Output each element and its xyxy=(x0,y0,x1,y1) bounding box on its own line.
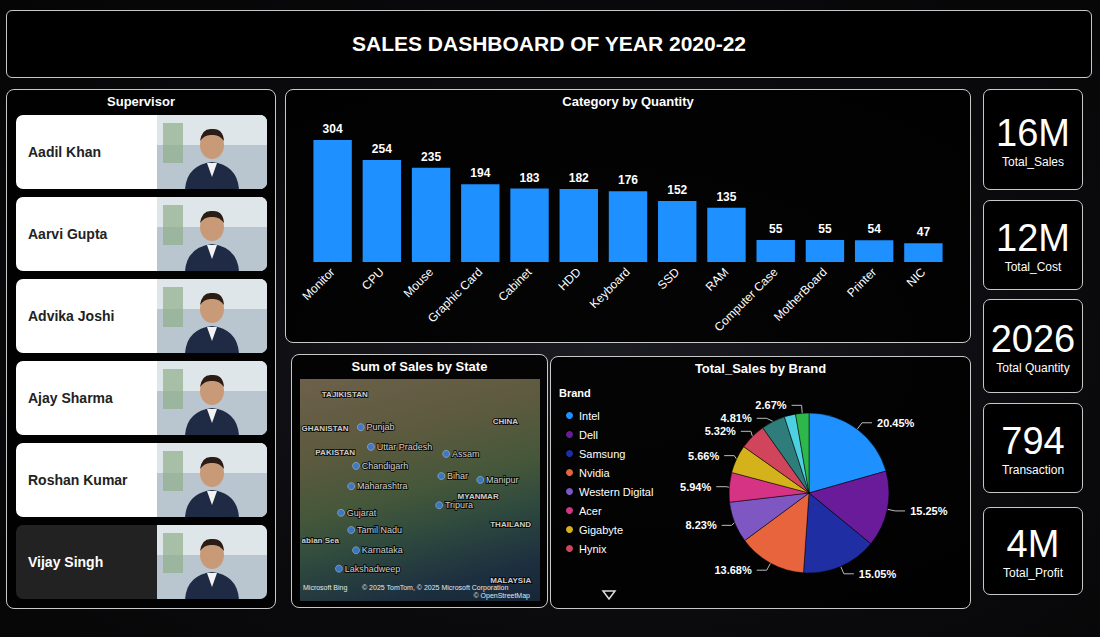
html-text:12M: 12M xyxy=(996,217,1070,259)
svg-text:13.68%: 13.68% xyxy=(714,564,752,576)
html-text:794: 794 xyxy=(1001,420,1065,462)
html-text:Aadil Khan: Aadil Khan xyxy=(28,144,102,160)
svg-text:MALAYSIA: MALAYSIA xyxy=(490,576,531,585)
svg-text:PAKISTAN: PAKISTAN xyxy=(315,448,355,457)
svg-text:2.67%: 2.67% xyxy=(755,399,786,411)
svg-text:Dell: Dell xyxy=(579,429,598,441)
svg-text:Western Digital: Western Digital xyxy=(579,486,653,498)
svg-text:4.81%: 4.81% xyxy=(720,412,751,424)
svg-text:Mouse: Mouse xyxy=(401,265,437,301)
html-text:Total_Sales: Total_Sales xyxy=(1002,155,1064,169)
svg-text:194: 194 xyxy=(470,166,490,180)
html-text:Transaction: Transaction xyxy=(1001,463,1065,477)
svg-text:55: 55 xyxy=(769,222,783,236)
svg-text:CPU: CPU xyxy=(359,265,387,293)
html-text:Aarvi Gupta: Aarvi Gupta xyxy=(28,226,108,242)
html-text:Total Quantity: Total Quantity xyxy=(996,361,1070,375)
html-text:© OpenStreetMap: © OpenStreetMap xyxy=(473,592,530,599)
svg-text:20.45%: 20.45% xyxy=(877,417,915,429)
svg-text:Chandigarh: Chandigarh xyxy=(362,461,409,471)
svg-text:183: 183 xyxy=(520,171,540,185)
html-text:SALES DASHBOARD OF YEAR 2020-2: SALES DASHBOARD OF YEAR 2020-22 xyxy=(352,32,746,55)
html-text:Total_Cost: Total_Cost xyxy=(1004,260,1062,274)
svg-text:Tripura: Tripura xyxy=(445,500,473,510)
html-text:Vijay Singh: Vijay Singh xyxy=(28,554,104,570)
svg-text:Printer: Printer xyxy=(844,265,879,300)
svg-text:Uttar Pradesh: Uttar Pradesh xyxy=(377,442,433,452)
svg-text:SSD: SSD xyxy=(655,265,683,293)
svg-text:Acer: Acer xyxy=(579,505,602,517)
svg-text:5.66%: 5.66% xyxy=(688,450,719,462)
svg-text:Graphic Card: Graphic Card xyxy=(425,265,485,325)
svg-text:MYANMAR: MYANMAR xyxy=(457,492,499,502)
svg-text:MotherBoard: MotherBoard xyxy=(771,265,830,324)
svg-text:Gigabyte: Gigabyte xyxy=(579,524,623,536)
svg-text:Karnataka: Karnataka xyxy=(362,545,403,555)
html-text:Advika Joshi: Advika Joshi xyxy=(28,308,115,324)
html-text:Category by Quantity: Category by Quantity xyxy=(562,94,694,109)
svg-text:Keyboard: Keyboard xyxy=(587,265,633,311)
svg-text:15.05%: 15.05% xyxy=(859,568,897,580)
svg-text:Maharashtra: Maharashtra xyxy=(357,481,408,491)
svg-text:176: 176 xyxy=(618,173,638,187)
svg-text:47: 47 xyxy=(917,225,931,239)
html-text:4M: 4M xyxy=(1006,523,1060,565)
svg-text:135: 135 xyxy=(716,190,736,204)
svg-text:Assam: Assam xyxy=(452,449,480,459)
html-text:Roshan Kumar: Roshan Kumar xyxy=(28,472,128,488)
svg-text:Lakshadweep: Lakshadweep xyxy=(345,564,401,574)
svg-text:Cabinet: Cabinet xyxy=(495,265,535,305)
svg-text:CHINA: CHINA xyxy=(493,417,519,426)
html-text:Total_Profit: Total_Profit xyxy=(1003,566,1063,580)
svg-text:152: 152 xyxy=(667,183,687,197)
svg-text:254: 254 xyxy=(372,142,392,156)
svg-text:Nvidia: Nvidia xyxy=(579,467,610,479)
svg-text:Samsung: Samsung xyxy=(579,448,625,460)
svg-text:Tamil Nadu: Tamil Nadu xyxy=(357,525,402,535)
svg-text:5.94%: 5.94% xyxy=(680,481,711,493)
svg-text:Intel: Intel xyxy=(579,410,600,422)
svg-text:Computer Case: Computer Case xyxy=(711,265,780,334)
svg-text:abian Sea: abian Sea xyxy=(302,536,340,545)
svg-text:Manipur: Manipur xyxy=(486,475,519,485)
html-text:Sum of Sales by State: Sum of Sales by State xyxy=(351,359,488,374)
html-text:2026: 2026 xyxy=(990,318,1076,360)
svg-text:8.23%: 8.23% xyxy=(685,519,716,531)
html-text:Supervisor: Supervisor xyxy=(107,94,175,109)
svg-text:Hynix: Hynix xyxy=(579,543,607,555)
svg-text:THAILAND: THAILAND xyxy=(490,520,531,529)
html-text:Total_Sales by Brand: Total_Sales by Brand xyxy=(694,361,827,376)
svg-text:Brand: Brand xyxy=(559,387,591,399)
svg-text:Bihar: Bihar xyxy=(447,471,468,481)
svg-text:Monitor: Monitor xyxy=(299,265,337,303)
html-text:Microsoft Bing: Microsoft Bing xyxy=(303,584,348,591)
svg-text:182: 182 xyxy=(569,171,589,185)
svg-text:55: 55 xyxy=(818,222,832,236)
svg-text:GHANISTAN: GHANISTAN xyxy=(302,424,349,433)
html-text:16M: 16M xyxy=(996,112,1070,154)
svg-text:304: 304 xyxy=(323,122,343,136)
svg-text:54: 54 xyxy=(867,222,881,236)
svg-text:HDD: HDD xyxy=(555,265,584,294)
svg-text:NIC: NIC xyxy=(904,265,929,290)
svg-text:5.32%: 5.32% xyxy=(705,425,736,437)
svg-text:Gujarat: Gujarat xyxy=(347,508,377,518)
svg-text:RAM: RAM xyxy=(703,265,732,294)
svg-text:TAJIKISTAN: TAJIKISTAN xyxy=(322,390,368,399)
svg-text:Punjab: Punjab xyxy=(367,422,395,432)
svg-text:235: 235 xyxy=(421,150,441,164)
svg-text:15.25%: 15.25% xyxy=(910,505,948,517)
html-text:© 2025 TomTom, © 2025 Microsof: © 2025 TomTom, © 2025 Microsoft Corporat… xyxy=(362,584,509,591)
html-text:Ajay Sharma: Ajay Sharma xyxy=(28,390,113,406)
